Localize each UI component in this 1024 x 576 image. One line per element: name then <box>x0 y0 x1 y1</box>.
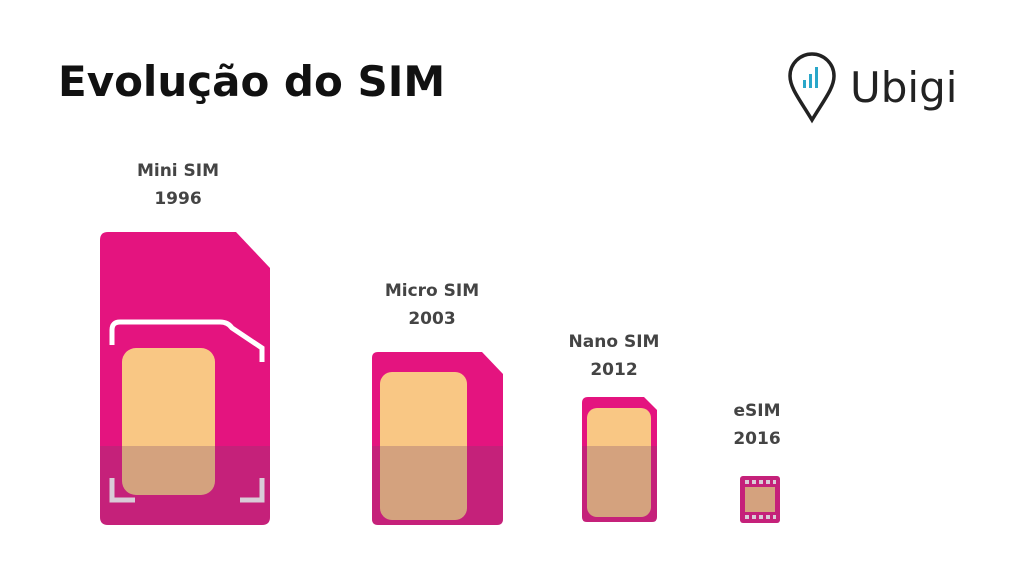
item-year: 1996 <box>154 189 201 209</box>
item-name: Micro SIM <box>385 281 479 301</box>
item-year: 2003 <box>408 309 455 329</box>
logo: Ubigi <box>788 52 957 124</box>
nano-sim <box>582 397 657 522</box>
esim <box>740 476 780 523</box>
logo-text: Ubigi <box>850 63 957 112</box>
title: Evolução do SIM <box>58 57 445 106</box>
mini-sim <box>100 232 270 525</box>
item-year: 2016 <box>733 429 780 449</box>
item-name: eSIM <box>733 401 780 421</box>
item-name: Nano SIM <box>569 332 660 352</box>
shading <box>100 446 780 525</box>
item-name: Mini SIM <box>137 161 219 181</box>
micro-sim <box>372 352 503 525</box>
item-year: 2012 <box>590 360 637 380</box>
